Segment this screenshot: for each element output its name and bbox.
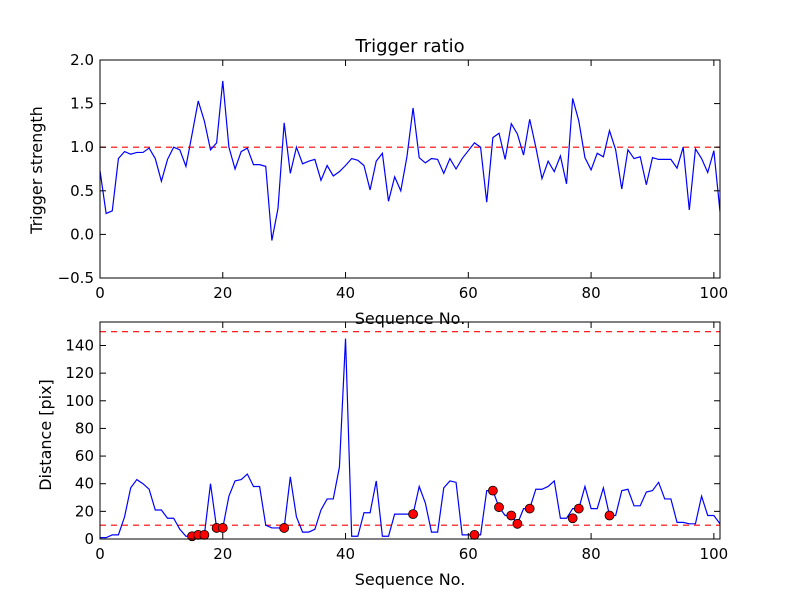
y-tick-label: 100 (65, 392, 94, 410)
y-tick-label: 140 (65, 336, 94, 354)
y-tick-label: 0 (84, 530, 94, 548)
x-tick-label: 0 (95, 284, 105, 302)
x-axis-label: Sequence No. (355, 570, 466, 589)
data-point (487, 485, 498, 496)
axes-frame (99, 321, 721, 540)
data-point (408, 509, 418, 520)
y-tick-label: 60 (75, 447, 94, 465)
data-point (524, 503, 535, 514)
y-tick-label: −0.5 (58, 269, 94, 287)
y-tick-label: 80 (75, 419, 94, 437)
plot-area: 0 20 40 60 80 100 −0.5 0.0 0.5 1.0 1.5 2.0 (58, 51, 729, 302)
x-tick-label: 100 (700, 545, 729, 563)
y-tick-label: 1.0 (70, 138, 94, 156)
y-tick-label: 20 (75, 502, 94, 520)
chart-title: Trigger ratio (354, 36, 464, 57)
x-tick-label: 40 (336, 284, 355, 302)
x-tick-label: 20 (213, 545, 232, 563)
data-point (567, 513, 578, 524)
y-tick-label: 1.5 (70, 95, 94, 113)
data-point (573, 503, 584, 514)
data-point (469, 529, 480, 540)
data-point (512, 518, 523, 529)
x-tick-label: 60 (459, 284, 478, 302)
axes-frame (99, 59, 721, 279)
y-tick-label: 0.5 (70, 182, 94, 200)
data-point (604, 510, 615, 521)
x-axis-label: Sequence No. (355, 309, 466, 328)
data-point (279, 523, 290, 533)
y-tick-label: 2.0 (70, 51, 94, 69)
y-tick-label: 120 (65, 364, 94, 382)
data-point (199, 529, 210, 540)
x-tick-label: 0 (95, 545, 105, 563)
plot-area: 0 20 40 60 80 100 0 20 40 60 80 100 120 140 (65, 321, 729, 563)
data-point (494, 502, 504, 513)
x-tick-label: 20 (213, 284, 232, 302)
series-line (99, 80, 721, 241)
data-point (217, 523, 228, 533)
trigger-ratio-chart: Trigger ratio Sequence No. Trigger stren… (27, 36, 728, 328)
x-tick-label: 40 (336, 545, 355, 563)
y-axis-label: Distance [pix] (36, 379, 55, 491)
data-point (506, 510, 517, 521)
distance-chart: Sequence No. Distance [pix] 0 20 40 60 80 100… (36, 321, 729, 589)
y-tick-label: 40 (75, 475, 94, 493)
x-tick-label: 60 (459, 545, 478, 563)
x-tick-label: 80 (582, 284, 601, 302)
x-tick-label: 80 (582, 545, 601, 563)
y-tick-label: 0.0 (70, 225, 94, 243)
y-axis-label: Trigger strength (27, 106, 46, 235)
series-line (100, 338, 721, 539)
x-tick-label: 100 (700, 284, 729, 302)
